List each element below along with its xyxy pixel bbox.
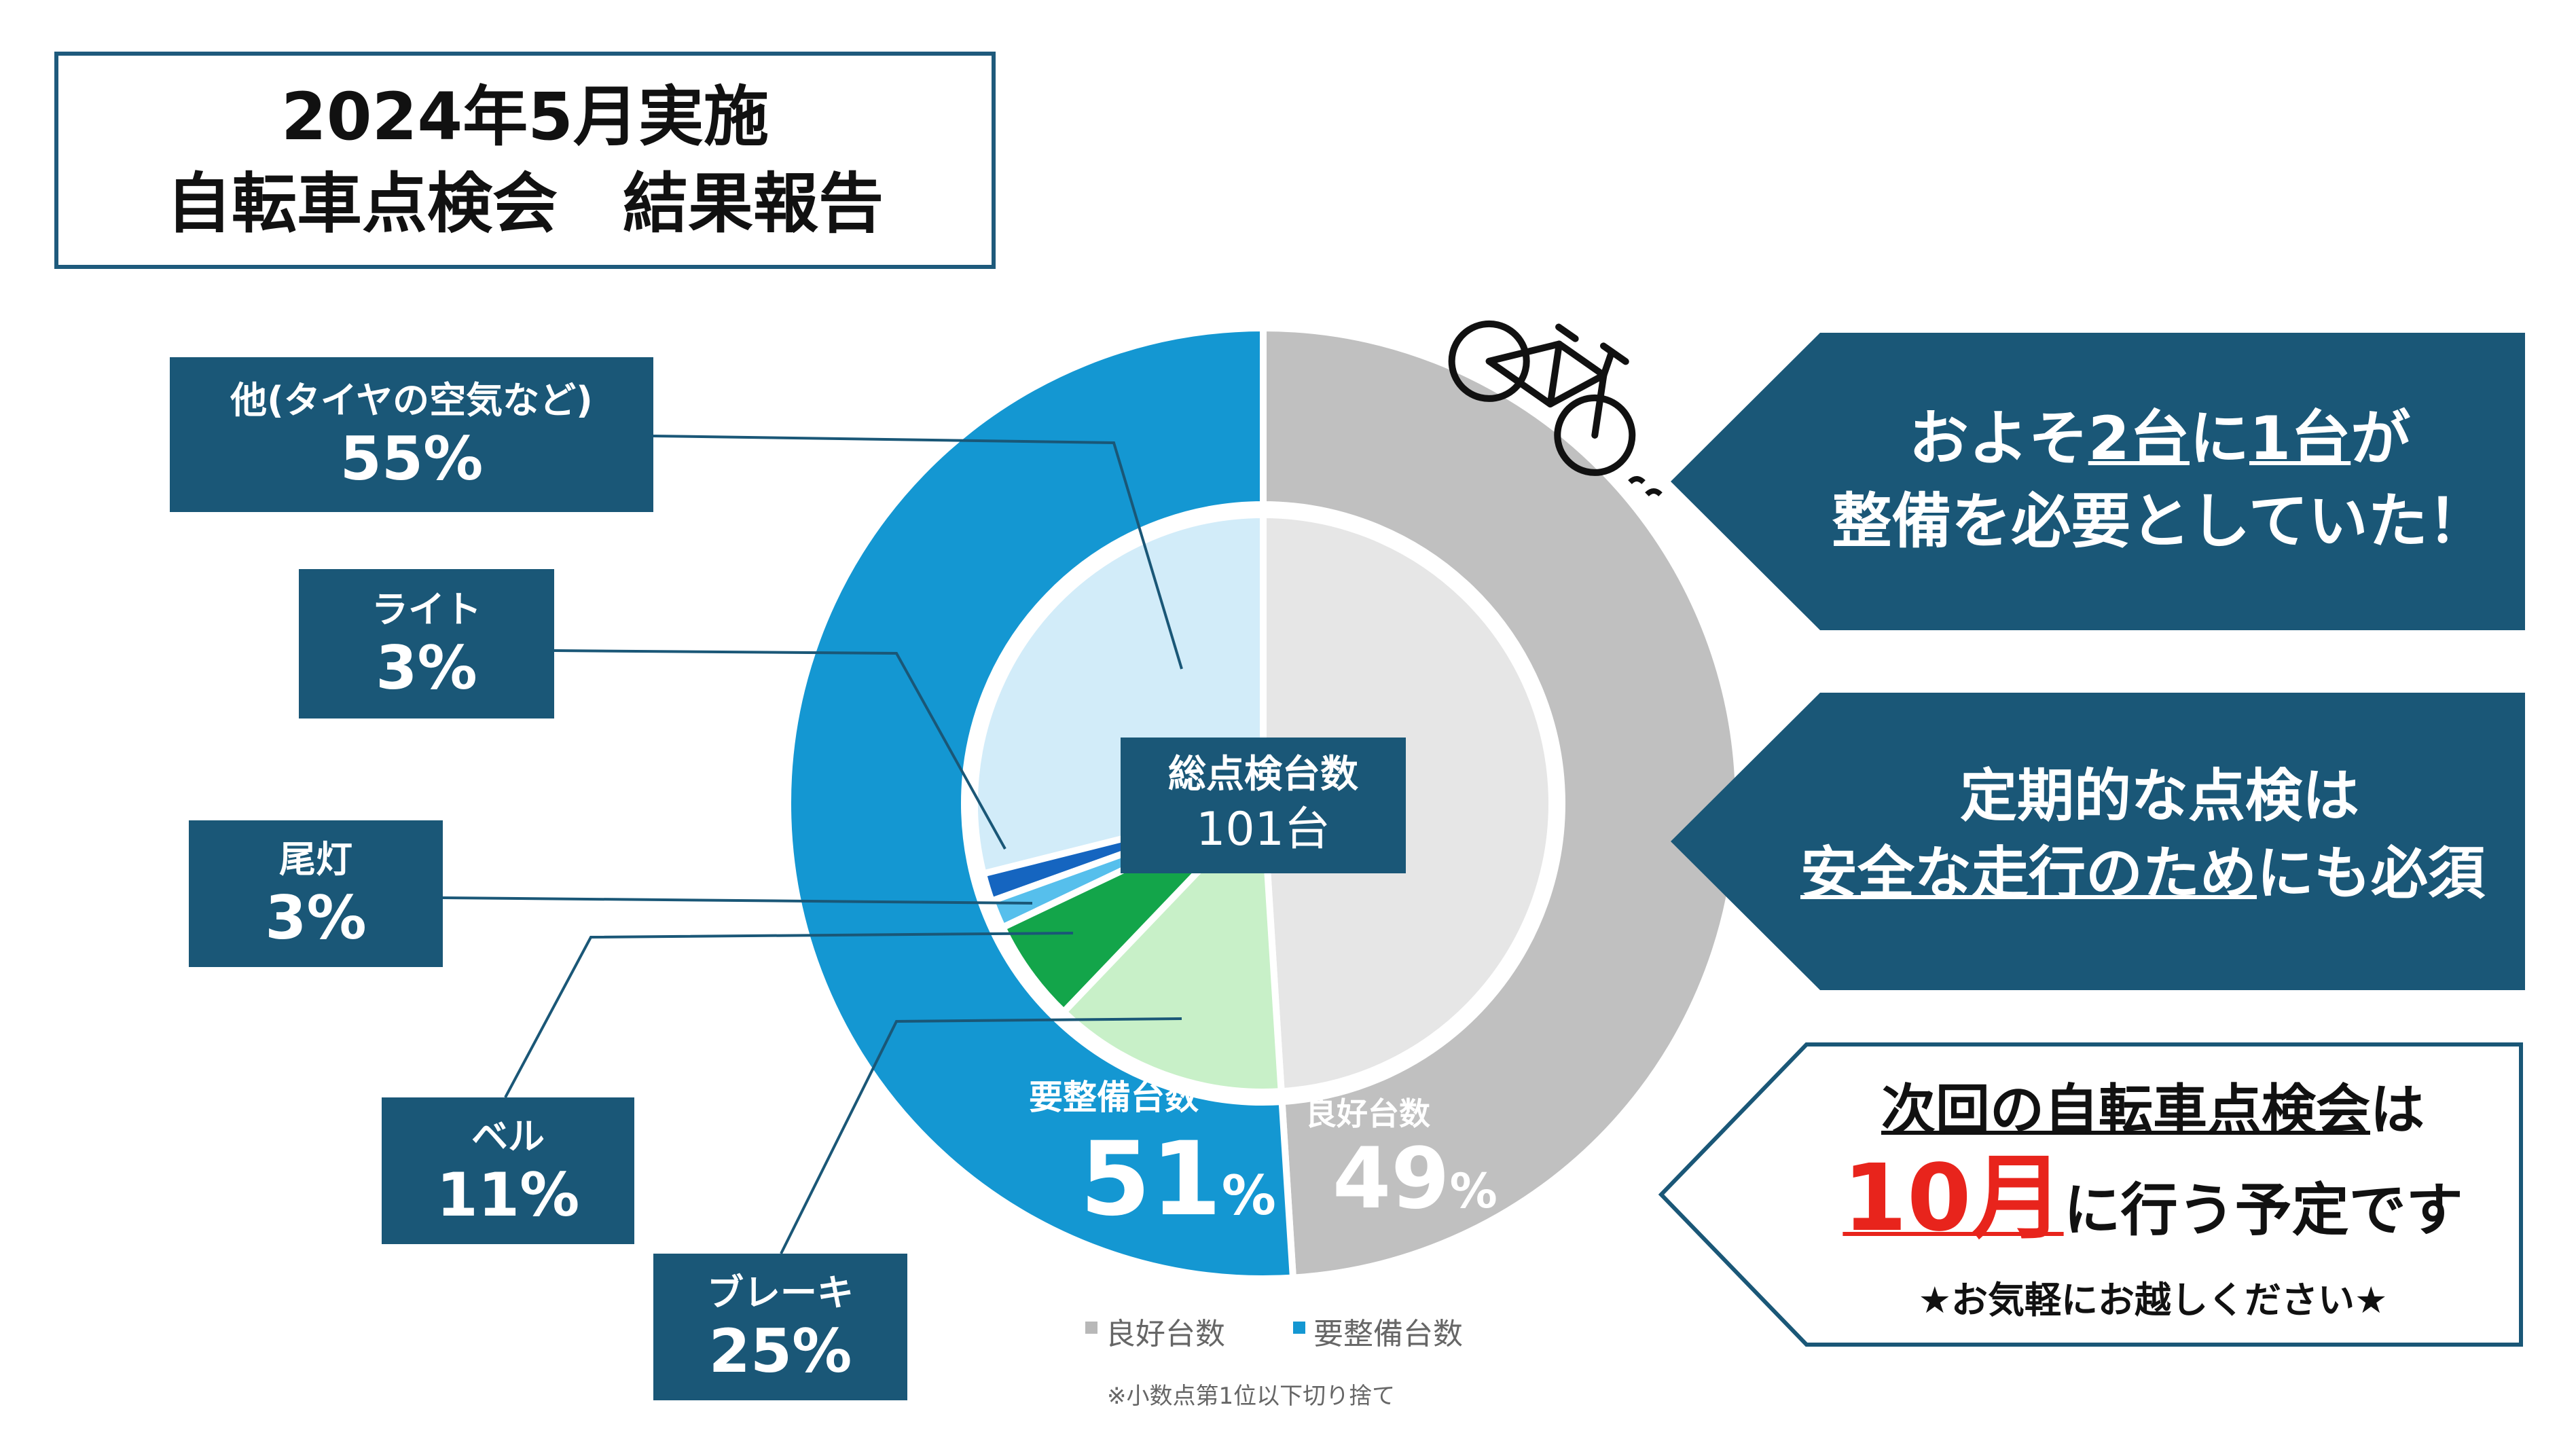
legend-item-need: 要整備台数 [1313,1317,1463,1351]
label-other-name: 他(タイヤの空気など) [230,379,593,422]
label-brake-percent: 25% [708,1316,852,1386]
center-total-value: 101台 [1196,803,1330,856]
legend-swatch-need [1293,1322,1305,1334]
note2-text-post: にも必須 [2257,840,2486,907]
title-line-1: 2024年5月実施 [281,79,769,155]
need-repair-percent-sign: % [1221,1164,1276,1227]
label-box-bell: ベル 11% [382,1097,634,1244]
note3-line-3: ★お気軽にお越しください★ [1918,1279,2388,1322]
center-total-box: 総点検台数 101台 [1121,738,1406,873]
callout-line-bell [504,932,1074,1098]
note1-line-1: およそ2台に1台が [1807,398,2513,479]
note2-line-1: 定期的な点検は [1959,763,2359,829]
outer-slice-need [784,324,1297,1282]
legend-item-good: 良好台数 [1106,1317,1225,1351]
note3-line-1: 次回の自転車点検会は [1807,1073,2499,1148]
note1-text-pre: およそ [1908,403,2088,473]
callout-lines [442,435,1183,1254]
note3-text-u: 次回の自転車点検会 [1881,1078,2370,1142]
chart-footnote: ※小数点第1位以下切り捨て [1107,1383,1396,1410]
label-other-percent: 55% [340,424,484,494]
label-taillight-name: 尾灯 [279,838,352,881]
label-box-brake: ブレーキ 25% [653,1254,907,1400]
label-bell-name: ベル [471,1115,545,1158]
good-condition-percent-sign: % [1449,1163,1498,1219]
note1-text-mid: に [2189,403,2249,473]
good-condition-name: 良好台数 [1305,1095,1430,1132]
outer-slice-good [1260,324,1743,1281]
note3-panel [1658,1042,2523,1347]
note1-text-u2: 1台 [2249,403,2351,473]
note3-line-2: 10月に行う予定です [1807,1148,2499,1277]
need-repair-value-wrap: 51% [1080,1121,1276,1239]
callout-line-brake [780,1017,1182,1254]
center-total-label: 総点検台数 [1168,752,1358,797]
label-bell-percent: 11% [436,1160,580,1230]
need-repair-value: 51 [1080,1121,1222,1239]
note3-text-post: は [2370,1078,2425,1142]
outer-ring [784,324,1743,1282]
note1-text-u1: 2台 [2088,403,2190,473]
note3-text-red: 10月 [1843,1145,2064,1252]
label-light-name: ライト [371,588,482,631]
bicycle-icon [1448,320,1636,476]
need-repair-name: 要整備台数 [1029,1078,1199,1117]
title-line-2: 自転車点検会 結果報告 [166,166,884,242]
label-brake-name: ブレーキ [707,1271,854,1314]
label-box-other: 他(タイヤの空気など) 55% [170,357,653,512]
bicycle-motion-marks [1628,476,1663,496]
title-box: 2024年5月実施 自転車点検会 結果報告 [54,52,996,269]
good-condition-value-wrap: 49% [1332,1130,1498,1228]
note3-text-post2: に行う予定です [2063,1177,2463,1243]
note1-panel [1671,333,2525,630]
label-box-taillight: 尾灯 3% [189,820,443,967]
note2-line-2: 安全な走行のためにも必須 [1766,834,2520,913]
legend-swatch-good [1085,1322,1097,1334]
good-condition-value: 49 [1332,1130,1450,1228]
callout-line-taillight [442,896,1033,905]
note1-text-post: が [2351,403,2411,473]
note1-line-2: 整備を必要としていた！ [1832,486,2488,556]
callout-line-light [553,649,1006,850]
label-light-percent: 3% [376,633,477,703]
label-taillight-percent: 3% [265,883,367,953]
callout-line-other [653,435,1183,670]
inner-slice-good [1260,511,1555,1095]
label-box-light: ライト 3% [299,569,554,718]
note2-panel [1671,693,2525,990]
note2-text-u: 安全な走行のため [1800,840,2257,907]
